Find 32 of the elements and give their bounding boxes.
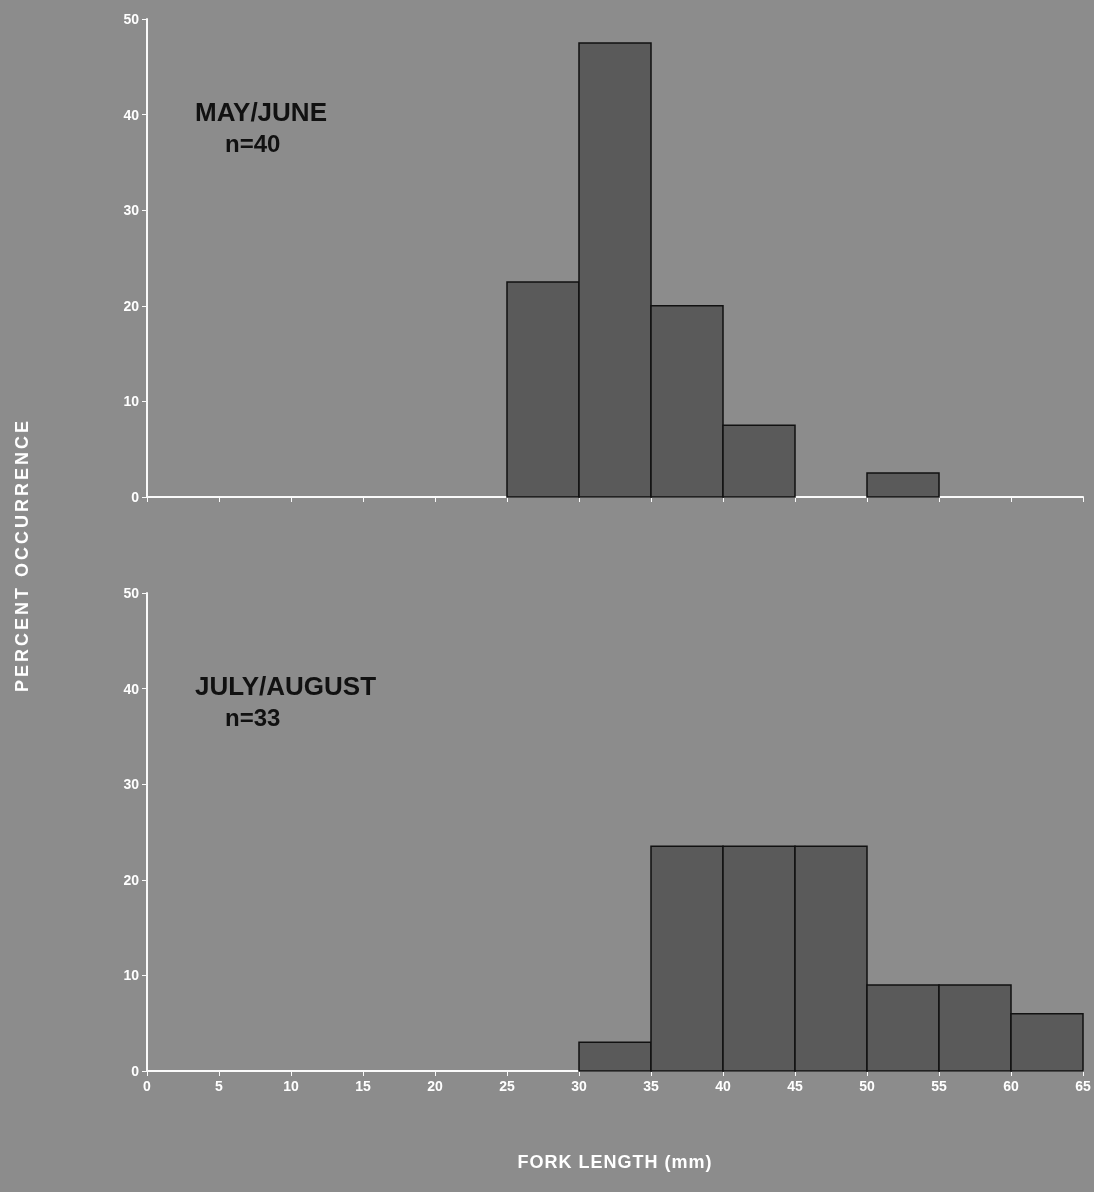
x-tick-label: 20 [427, 1078, 443, 1094]
x-tick-label: 50 [859, 1078, 875, 1094]
x-tick-label: 35 [643, 1078, 659, 1094]
annotation: JULY/AUGUST [195, 671, 377, 701]
x-tick-label: 65 [1075, 1078, 1091, 1094]
y-tick-label: 30 [123, 776, 140, 793]
y-tick-label: 10 [123, 393, 140, 410]
x-tick-label: 55 [931, 1078, 947, 1094]
y-tick-label: 40 [123, 106, 140, 123]
y-tick-label: 40 [123, 680, 140, 697]
annotation: n=33 [225, 703, 281, 731]
x-tick-label: 45 [787, 1078, 803, 1094]
y-tick-label: 10 [123, 967, 140, 984]
x-tick-label: 10 [283, 1078, 299, 1094]
y-axis-title: PERCENT OCCURRENCE [11, 417, 33, 693]
x-tick-label: 15 [355, 1078, 371, 1094]
x-tick-label: 5 [215, 1078, 224, 1094]
x-tick-label: 25 [499, 1078, 515, 1094]
x-tick-label: 0 [143, 1078, 152, 1094]
x-tick-label: 30 [571, 1078, 587, 1094]
y-tick-label: 50 [123, 585, 140, 601]
y-tick-label: 20 [123, 871, 140, 888]
y-tick-label: 0 [131, 489, 140, 505]
x-tick-label: 60 [1003, 1078, 1019, 1094]
y-tick-label: 50 [123, 11, 140, 27]
annotation: MAY/JUNE [195, 97, 327, 127]
x-tick-label: 40 [715, 1078, 731, 1094]
x-axis-title: FORK LENGTH (mm) [517, 1152, 713, 1173]
y-tick-label: 30 [123, 202, 140, 219]
y-tick-label: 20 [123, 297, 140, 314]
y-tick-label: 0 [131, 1063, 140, 1079]
annotation: n=40 [225, 129, 281, 157]
